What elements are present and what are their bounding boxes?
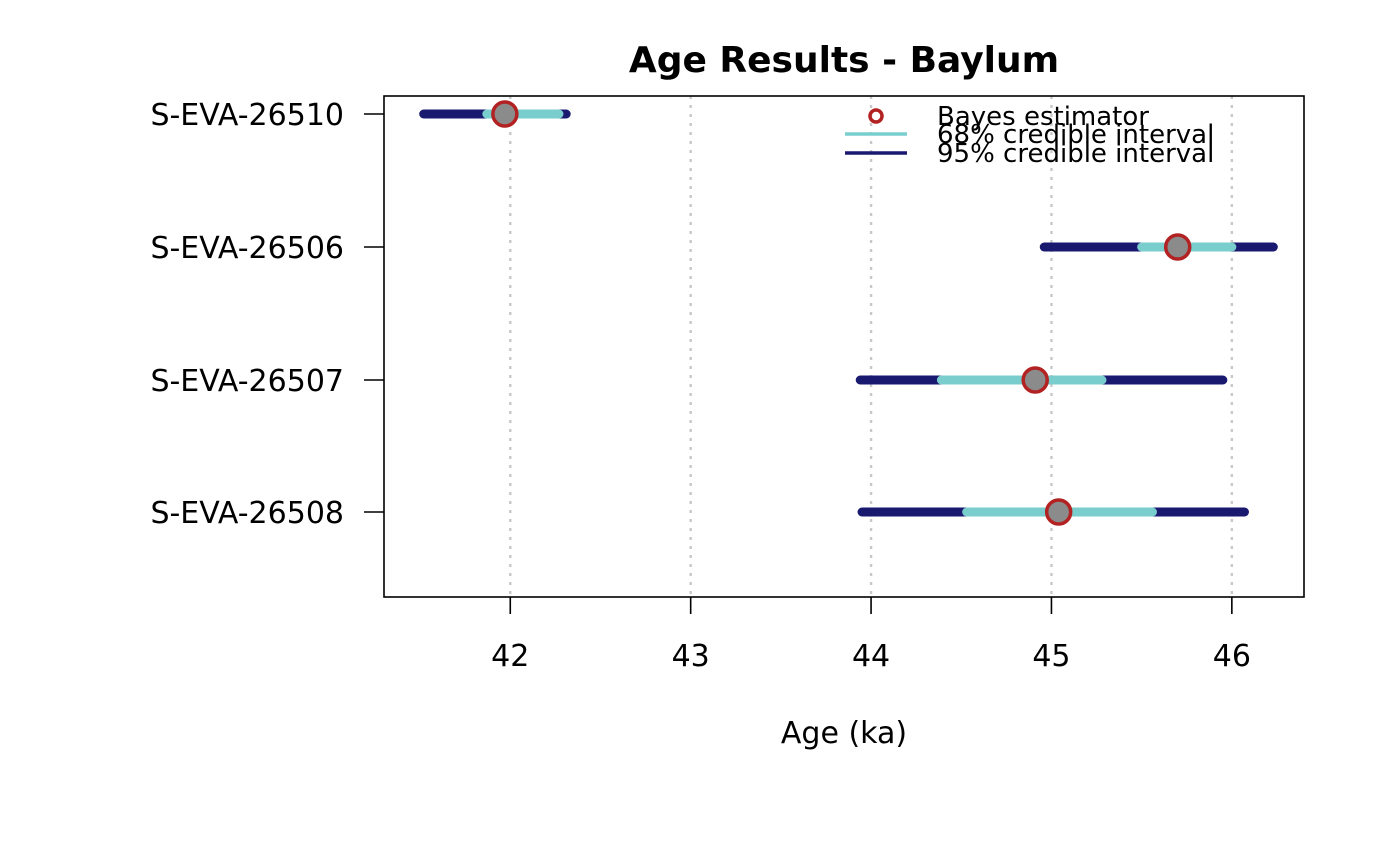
bayes-estimator-point: [1163, 233, 1192, 261]
grid: [509, 96, 1234, 597]
bayes-estimator-point: [1021, 366, 1049, 394]
chart-title: Age Results - Baylum: [629, 40, 1059, 81]
y-tick-label: S-EVA-26507: [150, 364, 344, 399]
legend-label: 95% credible interval: [937, 139, 1214, 169]
bayes-estimator-point: [491, 100, 519, 128]
y-tick-label: S-EVA-26510: [150, 98, 344, 133]
bayes-estimator-point: [1044, 498, 1073, 526]
y-axis: S-EVA-26510 S-EVA-26506 S-EVA-26507 S-EVA-2…: [150, 98, 384, 531]
x-axis: 42 43 44 45 46: [491, 597, 1251, 674]
x-tick-label: 44: [852, 639, 890, 674]
plot-frame: [383, 95, 1305, 598]
legend-label: Bayes estimator: [937, 102, 1149, 132]
legend-marker-estimator: [868, 108, 884, 124]
x-tick-label: 42: [491, 639, 529, 674]
intervals: [419, 100, 1278, 526]
y-tick-label: S-EVA-26508: [150, 496, 344, 531]
x-tick-label: 46: [1213, 639, 1251, 674]
x-tick-label: 45: [1032, 639, 1070, 674]
legend-label: 68% credible interval: [937, 120, 1214, 150]
x-axis-title: Age (ka): [781, 716, 907, 751]
x-tick-label: 43: [672, 639, 710, 674]
y-tick-label: S-EVA-26506: [150, 231, 344, 266]
